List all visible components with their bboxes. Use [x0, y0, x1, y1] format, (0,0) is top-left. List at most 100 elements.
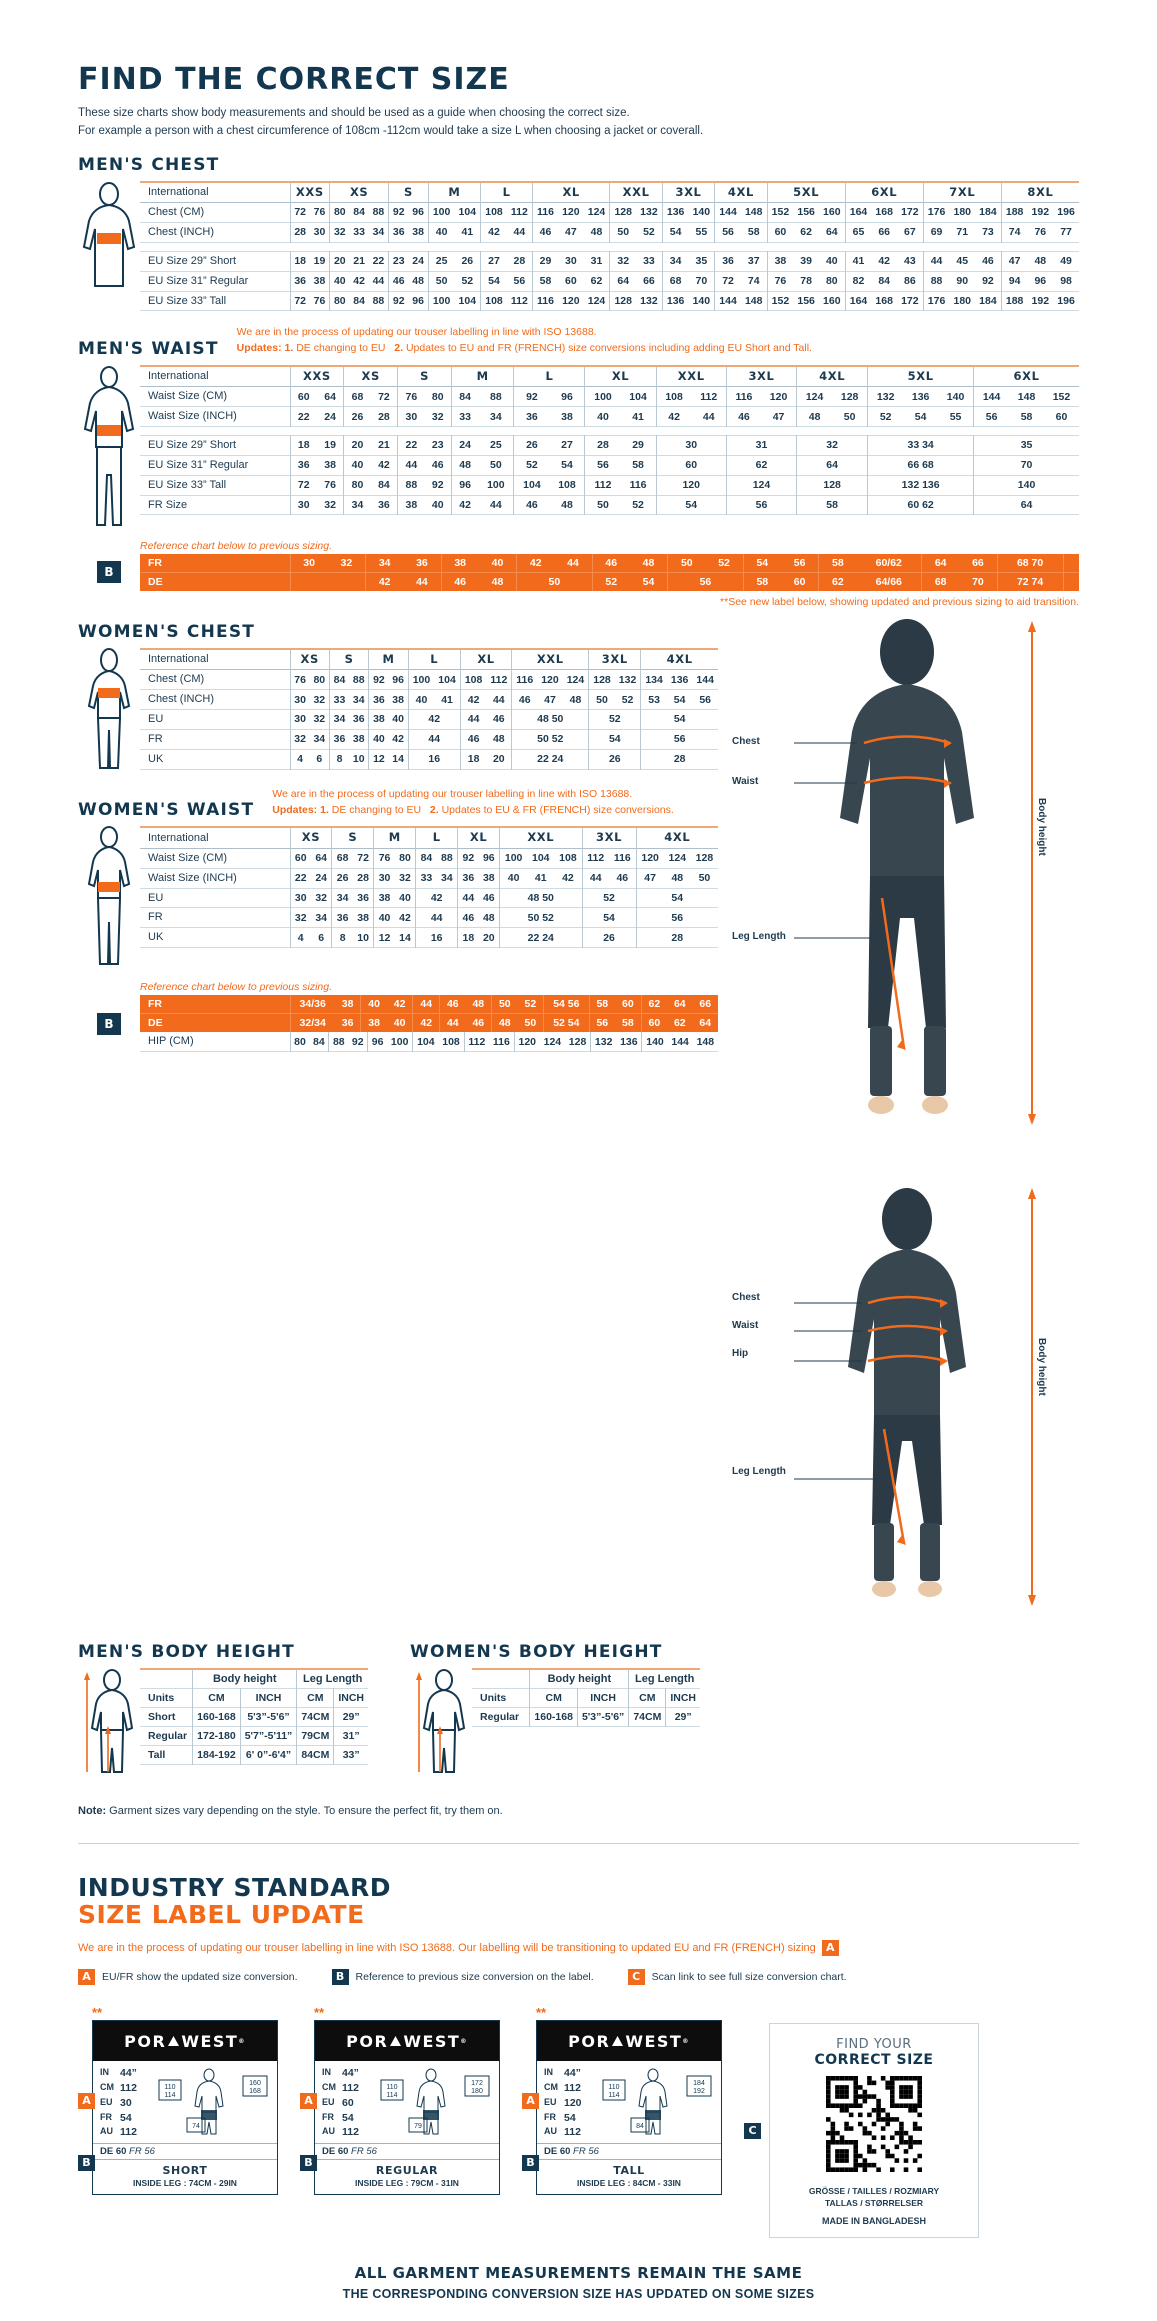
label-box: POR WEST ® IN 44” CM 112 EU 120 FR 54 AU 112 110 114 18…: [536, 2019, 722, 2195]
size-header: 7XL: [922, 181, 1002, 203]
cell: 24: [324, 410, 336, 423]
cell: 70: [973, 455, 1079, 476]
cell: 88: [490, 390, 502, 403]
size-header: 5XL: [766, 181, 846, 203]
row-label: International: [148, 653, 209, 666]
cell: 56: [667, 571, 744, 591]
cell: 100: [584, 386, 621, 407]
cell: 56: [793, 556, 806, 569]
size-header: 5XL: [867, 365, 974, 387]
row-label: Tall: [148, 1748, 166, 1761]
page-title: FIND THE CORRECT SIZE: [78, 62, 510, 97]
cell: 26: [581, 927, 637, 948]
cell: 32: [796, 435, 868, 456]
label-code-value: 44”: [564, 2066, 581, 2079]
size-header: S: [388, 181, 429, 203]
unit-header: CM: [628, 1688, 666, 1708]
cell: 65: [844, 222, 872, 243]
cell: 76: [397, 386, 425, 407]
table-row: International XS S M L XL XXL 3XL 4XL: [140, 648, 718, 670]
womens-waist-table-wrap: International XS S M L XL XXL 3XL 4XL Waist Size …: [78, 826, 718, 976]
cell: 21: [353, 255, 365, 268]
cell: 60: [780, 571, 819, 591]
label-codes: IN 44” CM 112 EU 120 FR 54 AU 112: [537, 2066, 601, 2143]
cell: 10: [352, 753, 365, 766]
cell: 46: [982, 255, 994, 268]
table-row: DE 32/34 36 38 40 42 44 46 48 50 52 54 56 58 60 62 64: [140, 1013, 718, 1033]
label-code-value: 120: [564, 2096, 582, 2109]
row-label: EU Size 31” Regular: [148, 458, 249, 471]
updates-label-women: Updates:: [272, 803, 318, 816]
label-fit: TALL: [613, 2163, 645, 2177]
cell: 64: [609, 271, 637, 292]
cell: 86: [904, 275, 916, 287]
cell: 32: [340, 556, 353, 569]
label-code-value: 112: [564, 2126, 581, 2139]
cell: 112: [700, 390, 718, 403]
cell: 40: [360, 995, 387, 1014]
table-row: FR Size 30 32 34 36 38 40 42 44 46 48 50 52 54 56 58 60 …: [140, 495, 1079, 515]
label-body: IN 44” CM 112 EU 120 FR 54 AU 112 110 114 184 192 84: [537, 2061, 721, 2143]
cell: 100: [487, 479, 505, 492]
cell: 22 24: [511, 749, 589, 770]
mens-chest-table: International XXS XS S M L XL XXL 3XL 4XL 5XL 6XL 7X…: [140, 181, 1079, 312]
cell: 42: [655, 406, 692, 427]
cell: 88: [328, 1032, 349, 1052]
cell: 92: [431, 479, 444, 492]
cell: 34: [343, 495, 371, 515]
mens-waist-table-host: International XXS XS S M L XL XXL 3XL 4XL 5XL 6XL Wa…: [140, 365, 1079, 535]
cell: 58: [742, 571, 781, 591]
cell: 23: [431, 439, 444, 452]
row-label: Waist Size (INCH): [148, 871, 237, 884]
size-header: 3XL: [588, 648, 641, 670]
cell: 60: [655, 455, 727, 476]
cell: 66: [878, 226, 891, 239]
cell: 38: [440, 553, 479, 573]
cell: 32: [609, 251, 637, 272]
cell: 62: [640, 995, 668, 1014]
size-header: S: [397, 365, 452, 387]
cell: 56: [584, 455, 621, 476]
label-tag-b: B: [78, 2154, 95, 2171]
cell: 96: [482, 852, 495, 865]
label-code-row: IN 44”: [100, 2066, 157, 2081]
qr-card[interactable]: FIND YOUR CORRECT SIZE GRÖSSE / TAILLES / …: [769, 2022, 979, 2239]
cell: 140: [692, 294, 711, 307]
cell: 39: [800, 255, 812, 268]
cell: 22: [372, 255, 385, 268]
cell: 41: [844, 251, 872, 272]
cell: 5'3”-5'6”: [576, 1707, 629, 1727]
cell: 196: [1057, 294, 1075, 307]
cell: 160-168: [529, 1707, 578, 1727]
cell: 120: [655, 475, 727, 496]
cell: 116: [531, 202, 559, 223]
cell: 56: [588, 1013, 616, 1033]
cell: 33: [643, 255, 655, 268]
cell: 29”: [665, 1707, 700, 1727]
badge-b-women: B: [78, 995, 140, 1052]
update-1-num-men: 1.: [284, 342, 294, 355]
tag-c[interactable]: C: [744, 2122, 761, 2139]
industry-subtitle: We are in the process of updating our tr…: [78, 1941, 816, 1954]
table-row: Regular 172-180 5'7”-5'11” 79CM 31”: [140, 1726, 368, 1746]
cell: 124: [543, 1035, 562, 1048]
cell: 34/36: [289, 995, 335, 1014]
cell: 128: [695, 852, 714, 865]
cell: 60: [289, 386, 317, 407]
label-figure: 110 114 184 192 84: [601, 2066, 721, 2143]
cell: 33: [450, 406, 479, 427]
cell: 92: [388, 291, 409, 311]
cell: 28: [289, 222, 310, 243]
label-code-value: 112: [342, 2081, 359, 2094]
cell: 88: [352, 673, 365, 686]
cell: 36: [416, 556, 428, 569]
qr-code-icon[interactable]: [826, 2075, 922, 2172]
cell: 50: [588, 689, 615, 710]
cell: 29”: [333, 1707, 368, 1727]
cell: 52: [867, 406, 904, 427]
cell: 76: [373, 848, 395, 869]
brand-name: POR WEST ®: [124, 2031, 246, 2051]
table-row: FR 32 34 36 38 40 42 44 46 48 50 52 54 56: [140, 729, 718, 750]
size-header: 8XL: [1000, 181, 1079, 203]
